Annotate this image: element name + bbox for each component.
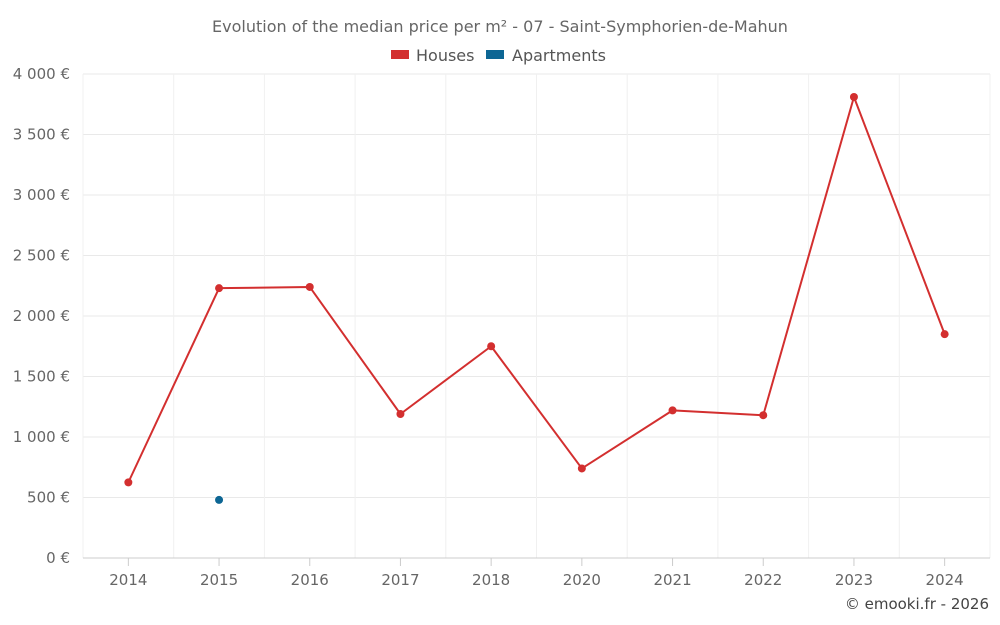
y-tick-label: 4 000 €: [13, 65, 70, 83]
chart-title: Evolution of the median price per m² - 0…: [212, 17, 788, 36]
data-point-houses[interactable]: [849, 92, 858, 101]
credit-text: © emooki.fr - 2026: [845, 595, 989, 613]
y-axis: 0 € 500 € 1 000 € 1 500 € 2 000 € 2 500 € 3 00…: [13, 65, 70, 567]
y-tick-label: 3 500 €: [13, 126, 70, 144]
data-point-houses[interactable]: [940, 330, 949, 339]
y-tick-label: 500 €: [27, 489, 70, 507]
x-tick-label: 2015: [200, 571, 238, 589]
x-tick-label: 2017: [381, 571, 419, 589]
x-tick-label: 2014: [109, 571, 147, 589]
data-point-houses[interactable]: [759, 411, 768, 420]
legend-label-apartments[interactable]: Apartments: [512, 46, 606, 65]
y-tick-label: 3 000 €: [13, 186, 70, 204]
data-point-houses[interactable]: [124, 478, 133, 487]
data-point-houses[interactable]: [305, 282, 314, 291]
x-tick-label: 2023: [835, 571, 873, 589]
grid: [82, 73, 991, 558]
y-tick-label: 0 €: [46, 549, 70, 567]
legend-swatch-apartments: [486, 50, 504, 59]
x-tick-label: 2021: [653, 571, 691, 589]
x-tick-label: 2018: [472, 571, 510, 589]
data-point-houses[interactable]: [668, 406, 677, 415]
x-tick-label: 2016: [291, 571, 329, 589]
y-tick-label: 1 500 €: [13, 368, 70, 386]
y-tick-label: 2 500 €: [13, 247, 70, 265]
y-tick-label: 2 000 €: [13, 307, 70, 325]
y-tick-label: 1 000 €: [13, 428, 70, 446]
x-axis: 2014 2015 2016 2017 2018 2020 2021 2022 2023 2024: [83, 557, 990, 589]
x-tick-label: 2022: [744, 571, 782, 589]
x-tick-label: 2020: [563, 571, 601, 589]
legend-swatch-houses: [391, 50, 409, 59]
series-line-houses: [127, 95, 946, 483]
data-point-houses[interactable]: [577, 464, 586, 473]
data-point-houses[interactable]: [215, 284, 224, 293]
data-point-apartments[interactable]: [215, 495, 224, 504]
legend-label-houses[interactable]: Houses: [416, 46, 474, 65]
data-point-houses[interactable]: [487, 342, 496, 351]
data-point-houses[interactable]: [396, 410, 405, 419]
legend: Houses Apartments: [391, 46, 606, 65]
x-tick-label: 2024: [926, 571, 964, 589]
series-group: [124, 92, 949, 504]
